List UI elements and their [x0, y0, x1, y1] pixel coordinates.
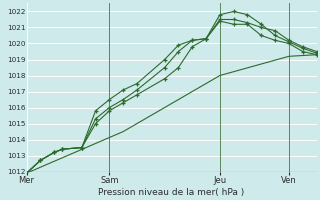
X-axis label: Pression niveau de la mer( hPa ): Pression niveau de la mer( hPa )	[99, 188, 245, 197]
